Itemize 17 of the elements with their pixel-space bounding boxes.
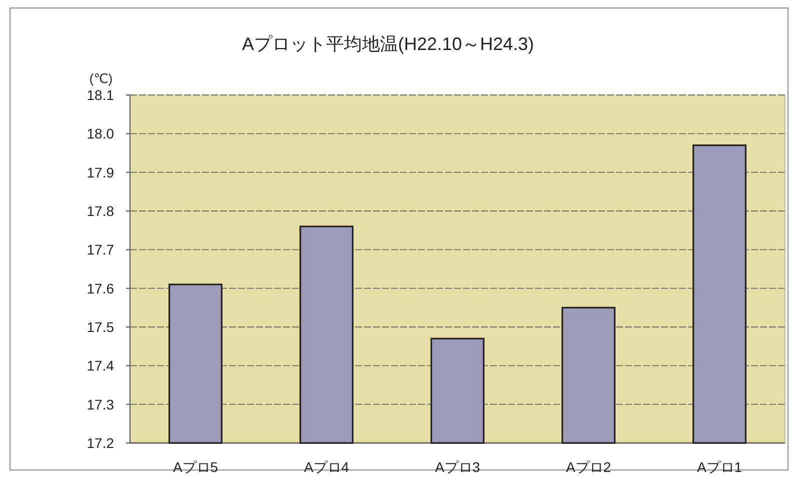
y-tick-label: 17.7 (86, 242, 114, 258)
y-tick-label: 17.8 (86, 203, 114, 219)
x-tick-label: Aプロ4 (304, 459, 350, 475)
y-tick-label: 17.4 (86, 358, 114, 374)
x-tick-label: Aプロ3 (434, 459, 480, 475)
y-tick-label: 18.1 (86, 87, 114, 103)
y-tick-label: 17.6 (86, 280, 114, 296)
y-axis-title: (℃) (89, 71, 113, 86)
y-tick-label: 17.3 (86, 396, 114, 412)
y-tick-label: 17.5 (86, 319, 114, 335)
y-tick-label: 17.2 (86, 435, 114, 451)
chart-title: Aプロット平均地温(H22.10～H24.3) (242, 34, 534, 54)
y-tick-label: 17.9 (86, 164, 114, 180)
x-tick-label: Aプロ1 (696, 459, 742, 475)
x-tick-label: Aプロ2 (566, 459, 612, 475)
y-tick-label: 18.0 (86, 126, 114, 142)
x-tick-label: Aプロ5 (172, 459, 218, 475)
